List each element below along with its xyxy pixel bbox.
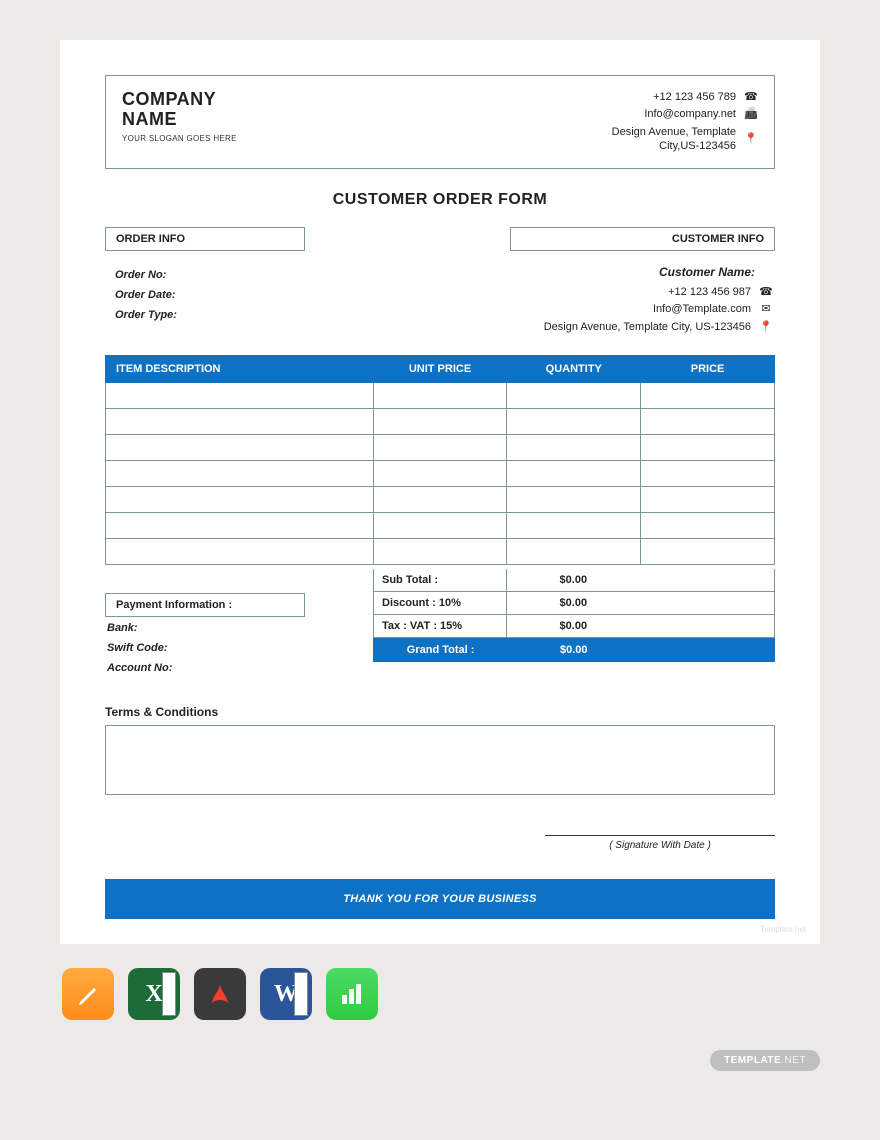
fax-icon: 📠 (744, 107, 758, 121)
payment-heading: Payment Information : (105, 593, 305, 617)
form-title: CUSTOMER ORDER FORM (105, 191, 775, 209)
company-phone: +12 123 456 789 (653, 90, 736, 104)
phone-icon: ☎ (744, 90, 758, 104)
order-no-label: Order No: (105, 265, 373, 285)
table-row[interactable] (106, 539, 775, 565)
company-contact: +12 123 456 789 ☎ Info@company.net 📠 Des… (612, 90, 758, 156)
app-icons-row: X W (60, 968, 820, 1020)
col-quantity: QUANTITY (507, 356, 641, 383)
signature-label: ( Signature With Date ) (545, 835, 775, 851)
company-address: Design Avenue, Template City,US-123456 (612, 125, 736, 154)
discount-label: Discount : 10% (373, 592, 507, 614)
table-row[interactable] (106, 383, 775, 409)
order-date-label: Order Date: (105, 285, 373, 305)
totals-column: Sub Total : $0.00 Discount : 10% $0.00 T… (373, 569, 775, 677)
col-price: PRICE (641, 356, 775, 383)
subtotal-value: $0.00 (507, 569, 641, 591)
excel-icon[interactable]: X (128, 968, 180, 1020)
tax-label: Tax : VAT : 15% (373, 615, 507, 637)
table-row[interactable] (106, 487, 775, 513)
numbers-icon[interactable] (326, 968, 378, 1020)
order-info-heading: ORDER INFO (105, 227, 305, 251)
signature-area: ( Signature With Date ) (105, 835, 775, 851)
grand-total-label: Grand Total : (374, 639, 507, 661)
order-fields: Order No: Order Date: Order Type: (105, 265, 373, 337)
account-label: Account No: (105, 657, 373, 677)
swift-label: Swift Code: (105, 637, 373, 657)
footer-message: THANK YOU FOR YOUR BUSINESS (105, 879, 775, 919)
email-icon: ✉ (759, 303, 773, 317)
company-slogan: YOUR SLOGAN GOES HERE (122, 134, 237, 143)
pages-icon[interactable] (62, 968, 114, 1020)
pdf-icon[interactable] (194, 968, 246, 1020)
order-type-label: Order Type: (105, 305, 373, 325)
table-row[interactable] (106, 461, 775, 487)
below-table-section: Payment Information : Bank: Swift Code: … (105, 569, 775, 677)
customer-address: Design Avenue, Template City, US-123456 (544, 320, 751, 334)
customer-fields: Customer Name: +12 123 456 987 ☎ Info@Te… (407, 265, 776, 337)
customer-name-label: Customer Name: (407, 265, 776, 279)
payment-column: Payment Information : Bank: Swift Code: … (105, 569, 373, 677)
table-row[interactable] (106, 435, 775, 461)
company-identity: COMPANY NAME YOUR SLOGAN GOES HERE (122, 90, 237, 156)
terms-box[interactable] (105, 725, 775, 795)
location-icon: 📍 (744, 132, 758, 146)
items-tbody (106, 383, 775, 565)
watermark: Template.net (760, 925, 806, 934)
table-row[interactable] (106, 409, 775, 435)
terms-heading: Terms & Conditions (105, 705, 775, 719)
customer-email: Info@Template.com (653, 302, 751, 316)
discount-value: $0.00 (507, 592, 641, 614)
company-email: Info@company.net (644, 107, 736, 121)
items-table: ITEM DESCRIPTION UNIT PRICE QUANTITY PRI… (105, 355, 775, 565)
info-headings-row: ORDER INFO CUSTOMER INFO (105, 227, 775, 251)
phone-icon: ☎ (759, 285, 773, 299)
subtotal-label: Sub Total : (373, 569, 507, 591)
document-page: COMPANY NAME YOUR SLOGAN GOES HERE +12 1… (60, 40, 820, 944)
company-header: COMPANY NAME YOUR SLOGAN GOES HERE +12 1… (105, 75, 775, 169)
location-icon: 📍 (759, 320, 773, 334)
col-item-description: ITEM DESCRIPTION (106, 356, 374, 383)
customer-info-heading: CUSTOMER INFO (510, 227, 775, 251)
col-unit-price: UNIT PRICE (373, 356, 507, 383)
customer-phone: +12 123 456 987 (668, 285, 751, 299)
company-name: COMPANY NAME (122, 90, 237, 130)
word-icon[interactable]: W (260, 968, 312, 1020)
template-tag[interactable]: TEMPLATE.NET (710, 1050, 820, 1071)
tax-value: $0.00 (507, 615, 641, 637)
table-row[interactable] (106, 513, 775, 539)
bank-label: Bank: (105, 617, 373, 637)
grand-total-value: $0.00 (507, 639, 640, 661)
